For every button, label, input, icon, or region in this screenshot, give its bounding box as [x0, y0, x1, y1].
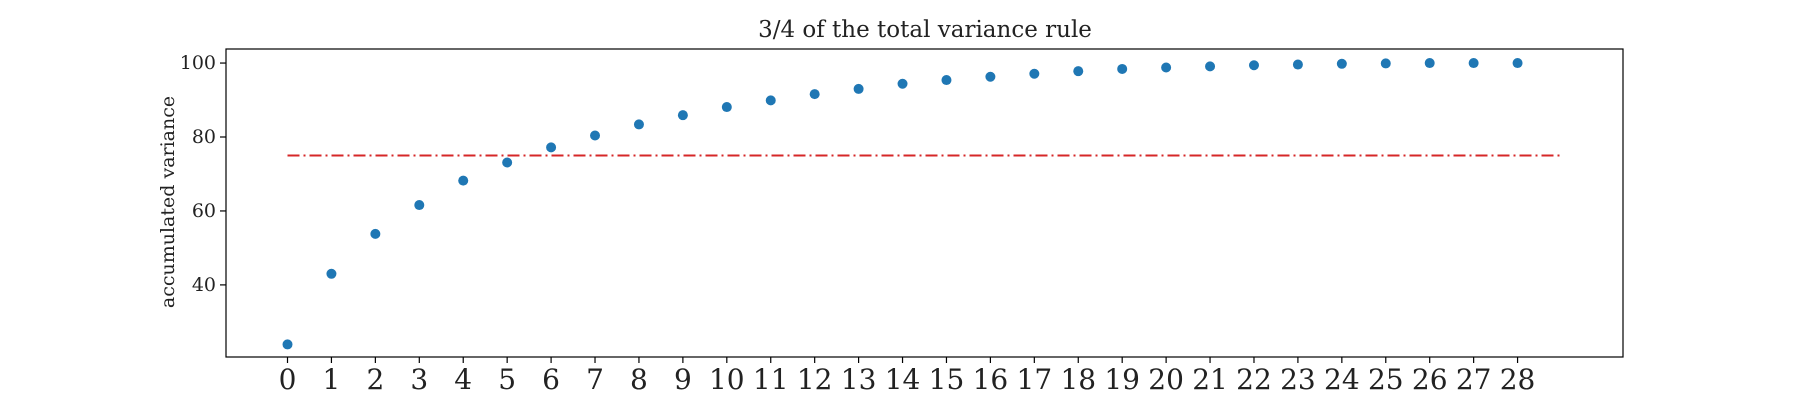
x-tick-label: 13 — [841, 363, 877, 396]
data-point — [326, 268, 337, 279]
data-point — [721, 102, 732, 113]
x-tick-label: 27 — [1456, 363, 1492, 396]
y-tick-label: 60 — [192, 200, 216, 222]
y-tick-label: 100 — [180, 52, 216, 74]
data-point — [546, 142, 557, 153]
data-point — [1205, 61, 1216, 72]
data-point — [985, 71, 996, 82]
x-tick-label: 5 — [498, 363, 516, 396]
data-point — [1380, 58, 1391, 69]
x-tick-label: 22 — [1236, 363, 1272, 396]
x-tick-label: 3 — [410, 363, 428, 396]
data-point — [502, 157, 513, 168]
data-point — [1424, 58, 1435, 69]
x-tick-label: 23 — [1280, 363, 1316, 396]
y-tick-label: 40 — [192, 274, 216, 296]
x-tick-label: 10 — [709, 363, 745, 396]
data-point — [1336, 58, 1347, 69]
x-tick-label: 11 — [753, 363, 789, 396]
x-tick-label: 24 — [1324, 363, 1360, 396]
x-tick-label: 8 — [630, 363, 648, 396]
data-point — [414, 200, 425, 211]
x-tick-label: 4 — [454, 363, 472, 396]
x-tick-label: 18 — [1060, 363, 1096, 396]
data-point — [282, 339, 293, 350]
data-point — [1073, 66, 1084, 77]
x-tick-label: 14 — [885, 363, 921, 396]
y-tick-label: 80 — [192, 126, 216, 148]
x-tick-label: 28 — [1500, 363, 1536, 396]
data-point — [1117, 63, 1128, 74]
data-point — [1161, 62, 1172, 73]
scatter-series — [282, 58, 1523, 350]
x-tick-label: 7 — [586, 363, 604, 396]
x-tick-label: 21 — [1192, 363, 1228, 396]
x-tick-label: 17 — [1017, 363, 1053, 396]
x-tick-label: 0 — [279, 363, 297, 396]
x-tick-label: 9 — [674, 363, 692, 396]
data-point — [1292, 59, 1303, 70]
data-point — [765, 95, 776, 106]
x-tick-label: 15 — [929, 363, 965, 396]
data-point — [677, 110, 688, 121]
y-axis-label: accumulated variance — [157, 96, 179, 308]
x-tick-label: 6 — [542, 363, 560, 396]
x-tick-label: 16 — [973, 363, 1009, 396]
data-point — [590, 130, 601, 141]
x-tick-label: 1 — [323, 363, 341, 396]
x-tick-label: 20 — [1148, 363, 1184, 396]
data-point — [633, 119, 644, 130]
x-tick-label: 12 — [797, 363, 833, 396]
x-tick-label: 2 — [366, 363, 384, 396]
x-tick-label: 19 — [1104, 363, 1140, 396]
data-point — [897, 78, 908, 89]
data-point — [1029, 68, 1040, 79]
x-axis: 0 1 2 3 4 5 6 7 8 9 10 11 12 13 14 15 16 17 18 19 20 21 22 23 24… — [279, 357, 1536, 396]
x-tick-label: 26 — [1412, 363, 1448, 396]
y-axis: 40 60 80 100 — [180, 52, 226, 296]
data-point — [458, 175, 469, 186]
data-point — [370, 228, 381, 239]
plot-frame — [225, 48, 1624, 358]
data-point — [1512, 58, 1523, 69]
x-tick-label: 25 — [1368, 363, 1404, 396]
chart-title: 3/4 of the total variance rule — [758, 17, 1092, 43]
data-point — [809, 89, 820, 100]
data-point — [1248, 60, 1259, 71]
data-point — [853, 83, 864, 94]
data-point — [941, 75, 952, 86]
data-point — [1468, 58, 1479, 69]
